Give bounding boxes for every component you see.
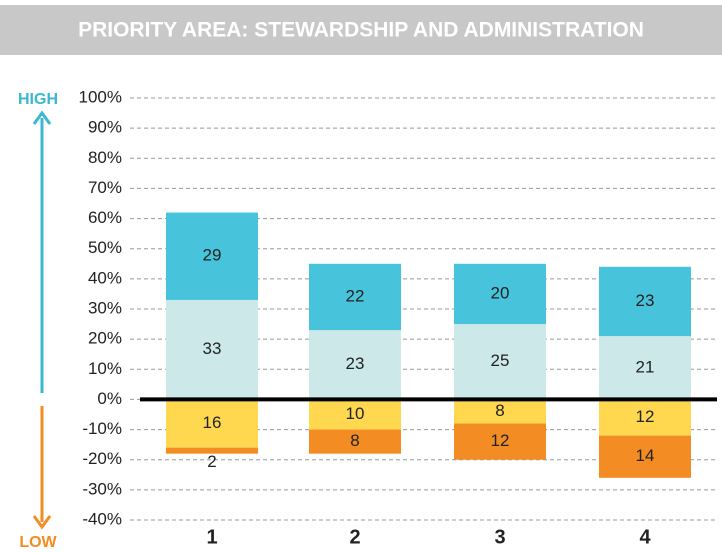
bar-segment xyxy=(166,212,258,300)
chart-title: PRIORITY AREA: STEWARDSHIP AND ADMINISTR… xyxy=(78,19,644,42)
bar-segment xyxy=(454,399,546,424)
bar-segment xyxy=(166,399,258,448)
bar-segment xyxy=(309,399,401,430)
y-tick-label: 30% xyxy=(88,298,122,317)
bar-segment xyxy=(599,266,691,337)
y-tick-label: 80% xyxy=(88,148,122,167)
title-banner xyxy=(0,5,722,55)
x-tick-label: 2 xyxy=(349,526,360,548)
x-tick-label: 3 xyxy=(494,526,505,548)
data-label: 14 xyxy=(636,446,655,465)
bar-segment xyxy=(454,263,546,325)
bar-segment xyxy=(309,330,401,400)
y-tick-label: -10% xyxy=(82,419,122,438)
data-label: 23 xyxy=(346,354,365,373)
data-label: 10 xyxy=(346,404,365,423)
bar-segment xyxy=(309,429,401,454)
data-label: 12 xyxy=(491,431,510,450)
y-tick-label: -30% xyxy=(82,479,122,498)
bar-segment xyxy=(599,435,691,478)
data-label: 8 xyxy=(350,431,359,450)
data-label: 23 xyxy=(636,291,655,310)
data-label: 21 xyxy=(636,357,655,376)
data-label: 22 xyxy=(346,286,365,305)
data-label: 29 xyxy=(203,246,222,265)
y-tick-label: 100% xyxy=(79,87,122,106)
y-tick-label: 60% xyxy=(88,208,122,227)
bar-segment xyxy=(599,336,691,400)
bar-segment xyxy=(454,423,546,460)
low-arrow-head xyxy=(32,515,52,530)
data-label: 25 xyxy=(491,351,510,370)
bar-segment xyxy=(309,263,401,331)
y-tick-label: 50% xyxy=(88,238,122,257)
y-tick-label: 40% xyxy=(88,268,122,287)
data-label: 2 xyxy=(207,452,216,471)
data-label: 12 xyxy=(636,407,655,426)
data-label: 16 xyxy=(203,413,222,432)
y-tick-label: -20% xyxy=(82,449,122,468)
x-tick-label: 4 xyxy=(639,526,651,548)
y-tick-label: 0% xyxy=(97,389,122,408)
bar-segment xyxy=(599,399,691,436)
data-label: 33 xyxy=(203,339,222,358)
bar-segment xyxy=(454,324,546,400)
data-label: 8 xyxy=(495,401,504,420)
y-tick-label: 90% xyxy=(88,118,122,137)
high-arrow-head xyxy=(32,110,52,125)
y-tick-label: 70% xyxy=(88,178,122,197)
y-tick-label: -40% xyxy=(82,509,122,528)
y-tick-label: 20% xyxy=(88,329,122,348)
x-tick-label: 1 xyxy=(206,526,217,548)
low-label: LOW xyxy=(19,534,57,551)
data-label: 20 xyxy=(491,283,510,302)
high-label: HIGH xyxy=(18,91,58,108)
y-tick-label: 10% xyxy=(88,359,122,378)
bar-segment xyxy=(166,299,258,400)
bar-segment xyxy=(166,447,258,454)
